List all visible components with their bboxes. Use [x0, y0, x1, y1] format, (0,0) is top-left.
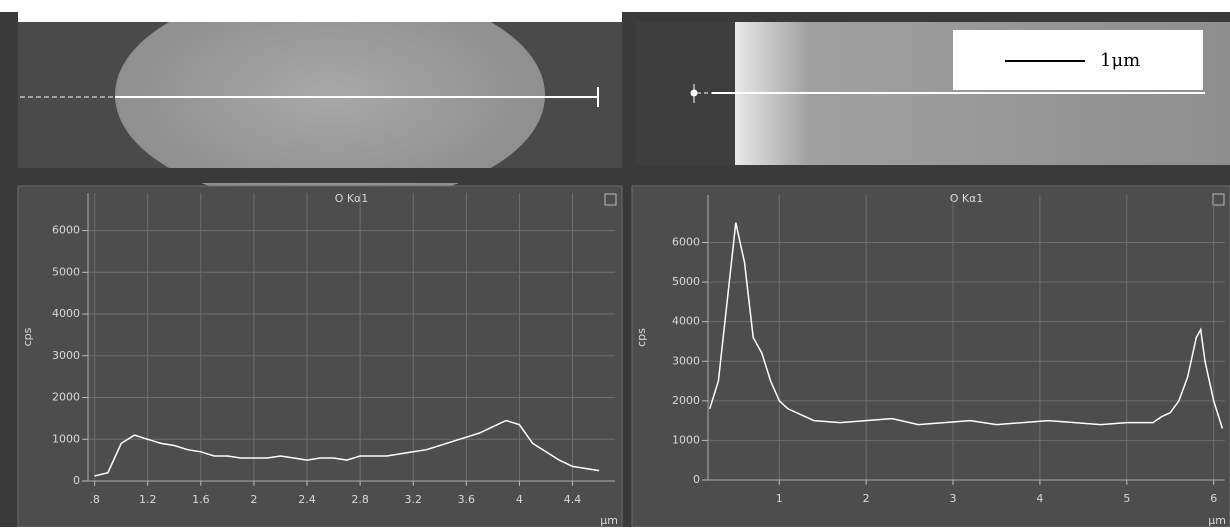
chart-title: O Kα1 [335, 192, 369, 205]
x-tick-label: 2.4 [298, 493, 316, 506]
x-tick-label: 1.2 [139, 493, 157, 506]
x-tick-label: .8 [89, 493, 100, 506]
chart-title: O Kα1 [950, 192, 984, 205]
y-tick-label: 1000 [672, 433, 700, 446]
y-tick-label: 1000 [52, 432, 80, 445]
y-tick-label: 0 [693, 473, 700, 486]
chart-frame [18, 186, 622, 527]
x-tick-label: 2.8 [351, 493, 369, 506]
x-tick-label: 2 [250, 493, 257, 506]
y-tick-label: 5000 [52, 265, 80, 278]
y-axis-label: cps [635, 328, 648, 347]
x-tick-label: 5 [1123, 492, 1130, 505]
x-tick-label: 3.2 [404, 493, 422, 506]
x-tick-label: 3.6 [458, 493, 476, 506]
y-tick-label: 2000 [672, 394, 700, 407]
y-tick-label: 6000 [52, 224, 80, 237]
y-tick-label: 4000 [672, 315, 700, 328]
x-tick-label: 4 [516, 493, 523, 506]
scale-bar-label: 1μm [1100, 50, 1140, 71]
y-tick-label: 0 [73, 474, 80, 487]
x-tick-label: 4 [1036, 492, 1043, 505]
x-tick-label: 6 [1210, 492, 1217, 505]
x-tick-label: 2 [863, 492, 870, 505]
x-tick-label: 1.6 [192, 493, 210, 506]
x-tick-label: 1 [776, 492, 783, 505]
y-tick-label: 3000 [52, 349, 80, 362]
y-tick-label: 5000 [672, 275, 700, 288]
y-tick-label: 4000 [52, 307, 80, 320]
screen: 1μm O Kα1cpsμm0100020003000400050006000.… [0, 0, 1230, 527]
x-axis-label: μm [600, 514, 618, 527]
y-tick-label: 6000 [672, 236, 700, 249]
x-tick-label: 4.4 [564, 493, 582, 506]
y-axis-label: cps [21, 327, 34, 346]
x-axis-label: μm [1208, 514, 1226, 527]
y-tick-label: 2000 [52, 391, 80, 404]
y-tick-label: 3000 [672, 354, 700, 367]
x-tick-label: 3 [950, 492, 957, 505]
